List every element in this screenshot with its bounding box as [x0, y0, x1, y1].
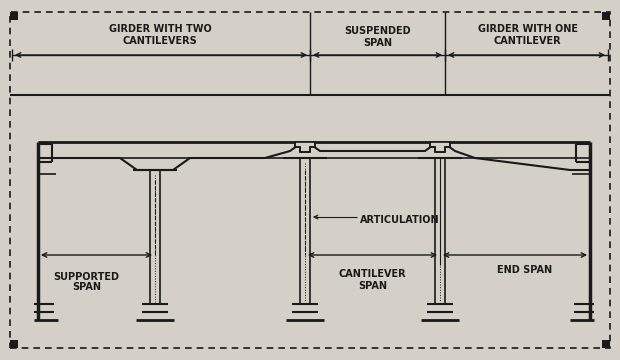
Text: ARTICULATION: ARTICULATION [360, 215, 440, 225]
Text: END SPAN: END SPAN [497, 265, 552, 275]
Bar [602, 340, 610, 348]
Bar [10, 340, 18, 348]
Text: CANTILEVER
SPAN: CANTILEVER SPAN [339, 269, 406, 291]
Polygon shape [430, 142, 450, 152]
Bar [10, 12, 18, 20]
Bar [602, 12, 610, 20]
Polygon shape [295, 142, 315, 152]
Text: SPAN: SPAN [72, 282, 101, 292]
Text: GIRDER WITH TWO
CANTILEVERS: GIRDER WITH TWO CANTILEVERS [108, 24, 211, 46]
Text: SUPPORTED: SUPPORTED [53, 272, 120, 282]
Text: GIRDER WITH ONE
CANTILEVER: GIRDER WITH ONE CANTILEVER [477, 24, 577, 46]
Text: SUSPENDED
SPAN: SUSPENDED SPAN [344, 26, 411, 48]
